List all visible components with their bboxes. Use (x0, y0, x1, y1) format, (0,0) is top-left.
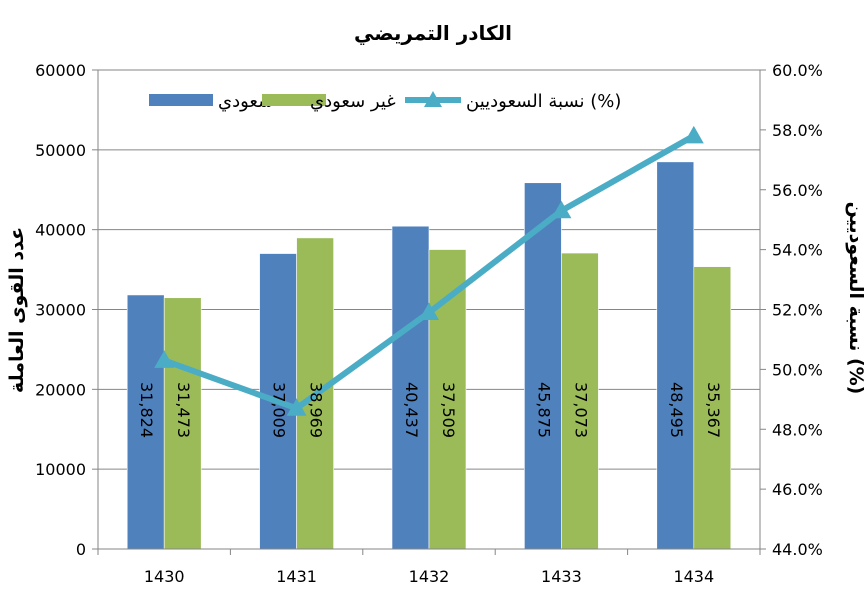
bar (561, 252, 599, 550)
bar (163, 297, 202, 550)
bar-data-label: 31,473 (174, 382, 193, 438)
y-axis-tick-label: 40000 (35, 221, 86, 240)
bar-data-label: 48,495 (667, 382, 686, 438)
bar-data-label: 40,437 (402, 382, 421, 438)
y-axis-tick-label: 10000 (35, 460, 86, 479)
bar-data-label: 31,824 (137, 382, 156, 438)
data-label-layer: 31,824 37,009 40,437 45,875 48,495 31,473 38,9… (137, 382, 723, 438)
legend-label-percent: نسبة السعوديين (%) (466, 91, 621, 112)
axis-layer: 0 10000 20000 30000 40000 50000 60000 44.0% 46.0… (35, 61, 823, 586)
line-point-marker (683, 125, 704, 144)
x-axis-tick-label: 1430 (144, 567, 185, 586)
y-axis-tick-label: 60000 (35, 61, 86, 80)
y-axis-tick-label: 30000 (35, 301, 86, 320)
y2-axis-tick-label: 48.0% (772, 420, 823, 439)
legend-marker-percent (424, 91, 442, 107)
x-axis-tick-label: 1434 (673, 567, 714, 586)
line-point-marker (286, 398, 307, 416)
bar (656, 161, 695, 550)
y-axis-title: عدد القوى العاملة (6, 227, 28, 393)
x-axis-tick-label: 1432 (409, 567, 450, 586)
bar-data-label: 45,875 (534, 382, 553, 438)
bar-data-label: 38,969 (307, 382, 326, 438)
bar-data-label: 37,009 (270, 382, 289, 438)
bar-data-label: 37,073 (571, 382, 590, 438)
x-axis-tick-label: 1431 (276, 567, 317, 586)
legend-swatch-non-saudi (262, 94, 326, 106)
y2-axis-tick-label: 58.0% (772, 121, 823, 140)
y2-axis-tick-label: 52.0% (772, 301, 823, 320)
y2-axis-tick-label: 54.0% (772, 241, 823, 260)
bar (391, 225, 430, 550)
bar-data-label: 35,367 (704, 382, 723, 438)
line-layer (154, 125, 704, 416)
y2-axis-tick-label: 46.0% (772, 480, 823, 499)
legend-swatch-saudi (149, 94, 213, 106)
legend-label-saudi: سعودي (218, 91, 273, 112)
y2-axis-title: نسبة السعوديين (%) (845, 202, 864, 395)
y2-axis-tick-label: 56.0% (772, 181, 823, 200)
y2-axis-tick-label: 60.0% (772, 61, 823, 80)
line-point-marker (419, 302, 439, 320)
legend: سعودي غير سعودي نسبة السعوديين (%) (149, 91, 621, 112)
y2-axis-tick-label: 50.0% (772, 360, 823, 379)
bar-data-label: 37,509 (439, 382, 458, 438)
bar (524, 182, 562, 550)
y-axis-tick-label: 20000 (35, 380, 86, 399)
bar-layer (126, 161, 732, 550)
line-point-marker (154, 350, 175, 368)
y2-axis-tick-label: 44.0% (772, 540, 823, 559)
legend-label-non-saudi: غير سعودي (310, 91, 396, 112)
x-axis-tick-label: 1433 (541, 567, 582, 586)
y-axis-tick-label: 0 (76, 540, 86, 559)
y-axis-tick-label: 50000 (35, 141, 86, 160)
chart-title: الكادر التمريضي (354, 21, 512, 46)
line-point-marker (551, 200, 572, 219)
